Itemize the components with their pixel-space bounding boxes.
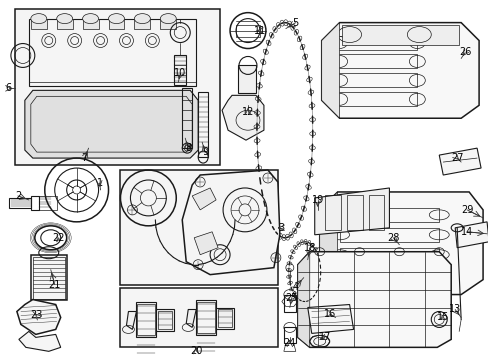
Bar [134, 19, 150, 28]
Text: 3: 3 [278, 223, 285, 233]
Text: 8: 8 [185, 143, 191, 153]
Text: 22: 22 [52, 233, 65, 243]
Text: 14: 14 [460, 227, 472, 237]
Bar [182, 88, 192, 148]
Text: 10: 10 [174, 68, 186, 78]
Ellipse shape [134, 14, 150, 24]
Ellipse shape [57, 14, 73, 24]
Bar [216, 307, 234, 329]
Text: 18: 18 [303, 243, 315, 253]
Polygon shape [182, 170, 279, 275]
Text: 28: 28 [386, 233, 399, 243]
Polygon shape [194, 232, 218, 255]
Bar [137, 303, 155, 336]
Bar [283, 294, 295, 312]
Text: 21: 21 [48, 280, 61, 289]
Bar [339, 208, 438, 222]
Text: 27: 27 [450, 153, 463, 163]
Polygon shape [126, 311, 136, 329]
Bar [33, 257, 64, 298]
Text: 24: 24 [283, 338, 295, 348]
Text: 9: 9 [202, 147, 208, 157]
Polygon shape [314, 188, 388, 235]
Bar [136, 302, 156, 337]
Bar [108, 19, 124, 28]
Text: 26: 26 [458, 48, 470, 58]
Polygon shape [319, 192, 337, 294]
Text: 12: 12 [241, 107, 254, 117]
Bar [346, 195, 362, 230]
Bar [339, 228, 438, 242]
Text: 7: 7 [81, 153, 87, 163]
Bar [31, 196, 39, 210]
Bar [339, 248, 438, 262]
Text: 25: 25 [285, 293, 298, 302]
Bar [368, 195, 384, 230]
Ellipse shape [108, 14, 124, 24]
Polygon shape [25, 90, 198, 158]
Text: 20: 20 [190, 346, 202, 356]
Polygon shape [438, 148, 480, 175]
Bar [160, 19, 176, 28]
Polygon shape [297, 252, 309, 347]
Text: 13: 13 [448, 305, 460, 315]
Text: 6: 6 [6, 84, 12, 93]
Polygon shape [186, 310, 196, 328]
Bar [337, 36, 416, 50]
Polygon shape [454, 222, 488, 248]
Bar [337, 54, 416, 68]
Text: 11: 11 [253, 26, 265, 36]
Bar [15, 9, 220, 165]
Bar [29, 19, 196, 86]
Bar [156, 310, 174, 332]
Bar [337, 92, 416, 106]
Bar [197, 302, 215, 333]
Bar [82, 19, 99, 28]
Polygon shape [307, 305, 353, 333]
Polygon shape [17, 300, 61, 334]
Bar [9, 198, 31, 208]
Polygon shape [222, 95, 264, 140]
Text: 15: 15 [436, 312, 448, 323]
Bar [39, 196, 57, 210]
Text: 1: 1 [96, 178, 102, 188]
Text: 16: 16 [323, 310, 335, 319]
Text: 29: 29 [460, 205, 472, 215]
Text: 4: 4 [292, 282, 298, 292]
Bar [57, 19, 73, 28]
Bar [337, 73, 416, 87]
Polygon shape [19, 332, 61, 351]
Bar [236, 24, 260, 37]
Ellipse shape [31, 14, 47, 24]
Ellipse shape [82, 14, 99, 24]
Bar [31, 19, 47, 28]
Bar [174, 55, 186, 85]
Bar [120, 288, 277, 347]
Bar [339, 268, 438, 282]
Bar [283, 328, 295, 343]
Bar [196, 300, 216, 336]
Polygon shape [321, 23, 478, 118]
Bar [238, 66, 255, 93]
Polygon shape [319, 192, 482, 294]
Ellipse shape [160, 14, 176, 24]
Bar [341, 24, 458, 45]
Text: 19: 19 [311, 195, 323, 205]
Bar [158, 311, 172, 329]
Bar [324, 195, 340, 230]
Text: 5: 5 [292, 18, 298, 28]
Polygon shape [321, 23, 339, 118]
Text: 2: 2 [15, 191, 21, 201]
Bar [198, 92, 208, 157]
Bar [218, 310, 232, 328]
Text: 23: 23 [31, 310, 43, 320]
Polygon shape [192, 188, 216, 210]
Bar [120, 170, 277, 285]
Polygon shape [297, 252, 450, 347]
Text: 17: 17 [318, 332, 330, 342]
Bar [31, 255, 66, 300]
